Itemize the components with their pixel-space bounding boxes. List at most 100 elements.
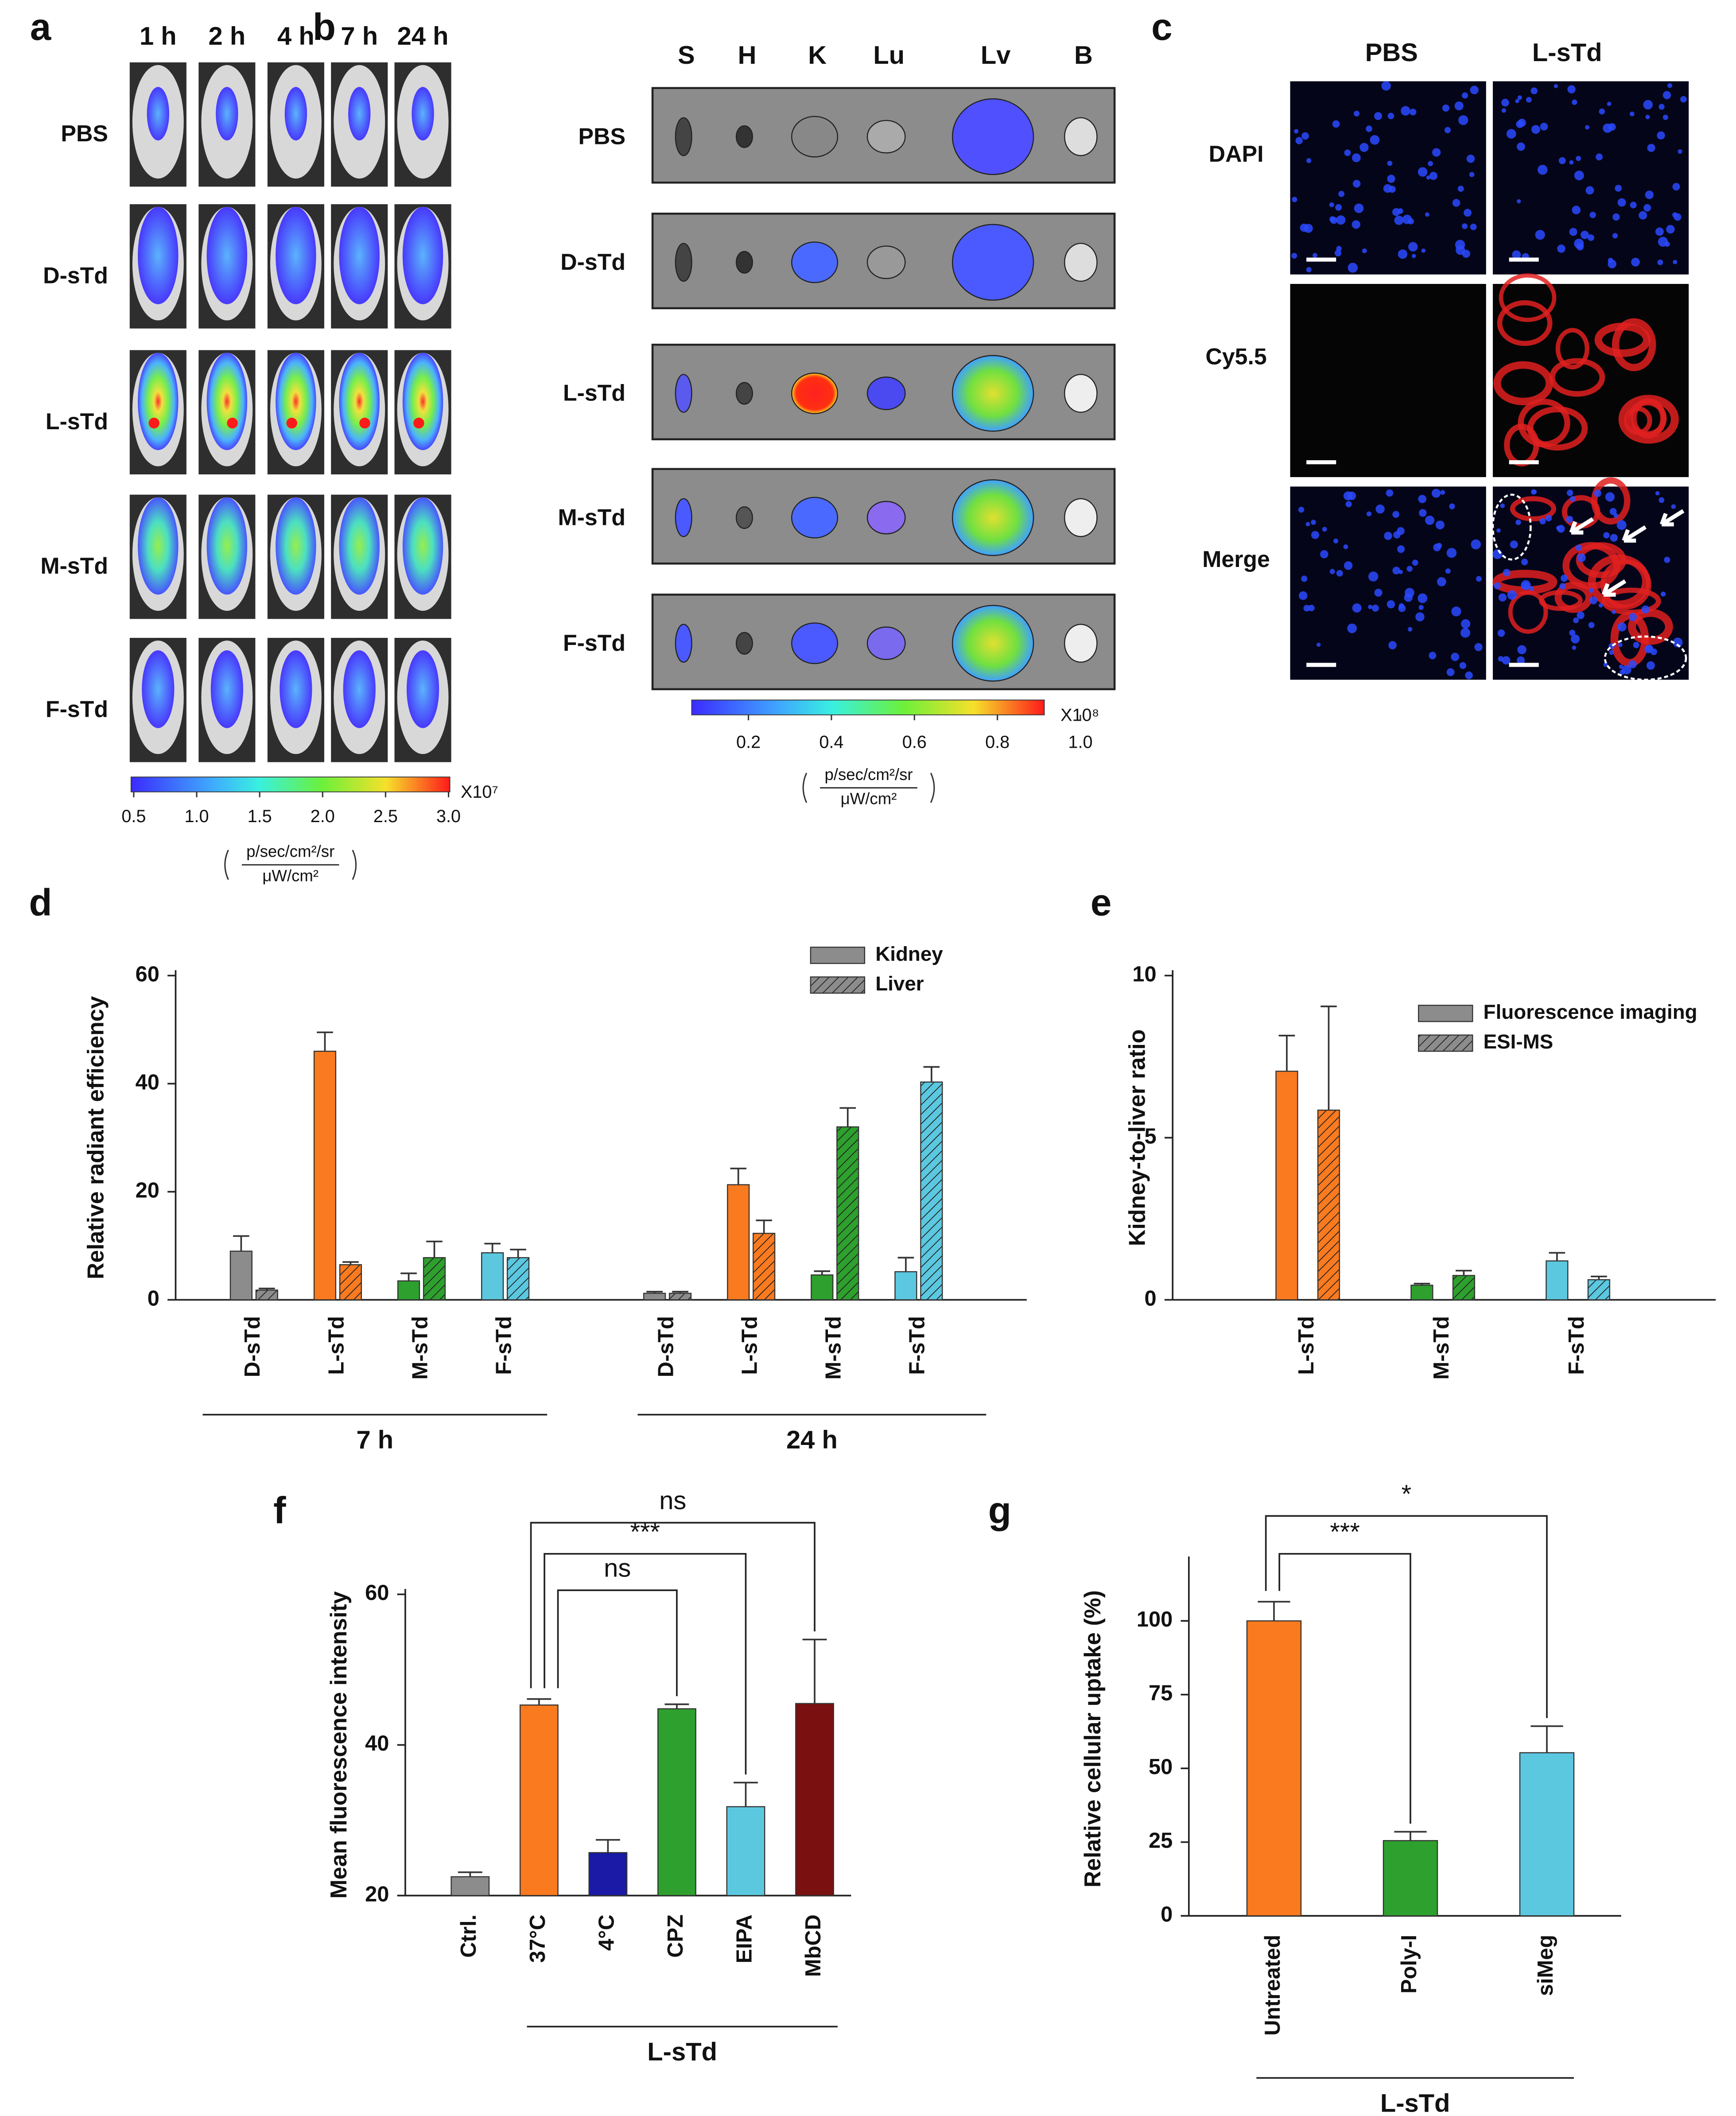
nucleus bbox=[1404, 593, 1413, 602]
significance-bracket bbox=[557, 1589, 678, 1697]
nucleus bbox=[1412, 559, 1418, 566]
organ bbox=[791, 373, 839, 414]
nucleus bbox=[1631, 257, 1640, 267]
nucleus bbox=[1619, 669, 1625, 675]
nucleus bbox=[1557, 524, 1565, 533]
mouse-image bbox=[267, 494, 324, 619]
nucleus bbox=[1375, 504, 1385, 514]
nucleus bbox=[1607, 101, 1612, 106]
nucleus bbox=[1353, 110, 1360, 116]
microscopy-image bbox=[1290, 486, 1486, 680]
nucleus bbox=[1498, 593, 1507, 602]
bar bbox=[920, 1081, 943, 1301]
nucleus bbox=[1647, 144, 1655, 152]
organ bbox=[866, 377, 906, 410]
organ-image bbox=[651, 343, 1116, 440]
nucleus bbox=[1418, 605, 1424, 610]
significance-label: ns bbox=[659, 1487, 686, 1515]
nucleus bbox=[1588, 234, 1594, 241]
y-tick-label: 10 bbox=[1132, 962, 1156, 986]
nucleus bbox=[1507, 590, 1517, 600]
significance-label: * bbox=[1402, 1480, 1412, 1508]
hotspot bbox=[286, 417, 297, 429]
organ bbox=[735, 125, 753, 148]
nucleus bbox=[1574, 171, 1584, 181]
bar bbox=[657, 1708, 696, 1896]
bar bbox=[397, 1280, 420, 1301]
nucleus bbox=[1530, 87, 1538, 94]
cy55-signal bbox=[1527, 406, 1588, 451]
colorbar bbox=[691, 699, 1045, 715]
bar bbox=[811, 1274, 834, 1301]
fluorescence bbox=[339, 497, 380, 595]
organ-image bbox=[651, 213, 1116, 310]
nucleus bbox=[1291, 252, 1297, 259]
fluorescence bbox=[276, 207, 316, 304]
row-header: F-sTd bbox=[46, 696, 108, 722]
nucleus bbox=[1566, 489, 1573, 496]
colorbar-unit: μW/cm² bbox=[841, 790, 897, 808]
cy55-signal bbox=[1549, 358, 1605, 397]
fluorescence bbox=[147, 87, 169, 141]
bar bbox=[481, 1252, 504, 1301]
nucleus bbox=[1398, 603, 1404, 609]
nucleus bbox=[1526, 97, 1532, 103]
nucleus bbox=[1387, 160, 1393, 166]
nucleus bbox=[1559, 583, 1566, 590]
significance-label: *** bbox=[630, 1518, 660, 1546]
arrow bbox=[1569, 517, 1594, 535]
nucleus bbox=[1388, 641, 1397, 649]
cy55-signal bbox=[1518, 399, 1570, 447]
bar bbox=[894, 1271, 917, 1301]
nucleus bbox=[1655, 491, 1660, 496]
nucleus bbox=[1336, 246, 1342, 252]
nucleus bbox=[1446, 547, 1457, 558]
fluorescence bbox=[343, 650, 376, 728]
column-header: L-sTd bbox=[1532, 39, 1602, 67]
column-header: Lv bbox=[981, 41, 1011, 70]
cy55-signal bbox=[1612, 318, 1656, 371]
nucleus bbox=[1553, 84, 1558, 88]
nucleus bbox=[1612, 610, 1616, 614]
colorbar-tick-label: 2.0 bbox=[311, 807, 335, 826]
fluorescence bbox=[206, 497, 248, 595]
nucleus bbox=[1301, 132, 1309, 140]
mouse-image bbox=[394, 350, 451, 474]
nucleus bbox=[1497, 629, 1505, 637]
x-tick-label: Untreated bbox=[1261, 1935, 1285, 2036]
group-label: 24 h bbox=[786, 1426, 838, 1454]
nucleus bbox=[1510, 540, 1518, 549]
y-axis-label: Relative radiant efficiency bbox=[82, 996, 108, 1280]
significance-label: *** bbox=[1330, 1518, 1360, 1546]
nucleus bbox=[1539, 518, 1546, 524]
bar bbox=[588, 1852, 628, 1896]
nucleus bbox=[1451, 606, 1461, 617]
nucleus bbox=[1645, 115, 1650, 120]
nucleus bbox=[1501, 108, 1506, 113]
column-header: K bbox=[808, 41, 827, 70]
nucleus bbox=[1545, 515, 1552, 522]
nucleus bbox=[1305, 522, 1310, 527]
nucleus bbox=[1329, 202, 1334, 207]
nucleus bbox=[1585, 186, 1594, 195]
nucleus bbox=[1387, 113, 1394, 120]
cy55-signal bbox=[1497, 300, 1553, 346]
nucleus bbox=[1408, 627, 1413, 632]
nucleus bbox=[1397, 545, 1405, 553]
y-tick-label: 40 bbox=[136, 1070, 159, 1094]
nucleus bbox=[1322, 527, 1327, 532]
nucleus bbox=[1605, 492, 1615, 502]
colorbar-unit: p/sec/cm²/sr bbox=[246, 843, 334, 861]
colorbar-tick-label: 1.0 bbox=[185, 807, 209, 826]
fluorescence bbox=[206, 207, 248, 304]
nucleus bbox=[1571, 634, 1580, 644]
fluorescence bbox=[280, 650, 312, 728]
mouse-image bbox=[129, 62, 186, 187]
nucleus bbox=[1589, 596, 1598, 605]
x-tick-label: EIPA bbox=[732, 1914, 756, 1963]
nucleus bbox=[1628, 660, 1637, 668]
nucleus bbox=[1317, 642, 1321, 647]
nucleus bbox=[1401, 106, 1410, 116]
nucleus bbox=[1304, 224, 1313, 233]
row-header: D-sTd bbox=[43, 262, 108, 288]
